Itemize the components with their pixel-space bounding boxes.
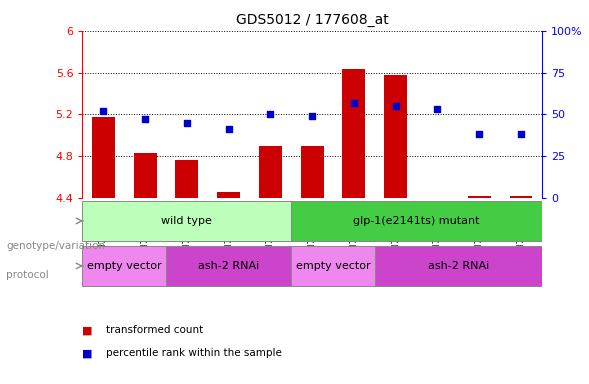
Bar xyxy=(384,74,407,198)
Point xyxy=(307,113,317,119)
Bar xyxy=(509,196,532,198)
Text: protocol: protocol xyxy=(6,270,49,280)
Point xyxy=(140,116,150,122)
Text: ash-2 RNAi: ash-2 RNAi xyxy=(198,261,259,271)
Bar xyxy=(82,246,166,286)
Bar xyxy=(92,118,115,198)
Bar xyxy=(342,70,365,198)
Bar xyxy=(292,201,542,241)
Point xyxy=(266,111,275,118)
Point xyxy=(475,131,484,137)
Bar xyxy=(82,201,292,241)
Bar xyxy=(259,146,282,198)
Title: GDS5012 / 177608_at: GDS5012 / 177608_at xyxy=(236,13,389,27)
Bar xyxy=(468,196,491,198)
Point xyxy=(98,108,108,114)
Bar xyxy=(217,192,240,198)
Text: transformed count: transformed count xyxy=(106,325,203,335)
Text: empty vector: empty vector xyxy=(296,261,370,271)
Point xyxy=(182,120,191,126)
Bar xyxy=(134,153,157,198)
Text: glp-1(e2141ts) mutant: glp-1(e2141ts) mutant xyxy=(353,216,480,226)
Bar xyxy=(300,146,323,198)
Text: percentile rank within the sample: percentile rank within the sample xyxy=(106,348,282,358)
Text: ash-2 RNAi: ash-2 RNAi xyxy=(428,261,489,271)
Text: ■: ■ xyxy=(82,348,93,358)
Point xyxy=(349,99,359,106)
Text: genotype/variation: genotype/variation xyxy=(6,241,105,251)
Text: ■: ■ xyxy=(82,325,93,335)
Bar xyxy=(375,246,542,286)
Point xyxy=(391,103,401,109)
Point xyxy=(224,126,233,132)
Bar xyxy=(292,246,375,286)
Point xyxy=(433,106,442,113)
Point xyxy=(517,131,526,137)
Text: wild type: wild type xyxy=(161,216,212,226)
Bar xyxy=(176,161,198,198)
Bar xyxy=(166,246,292,286)
Text: empty vector: empty vector xyxy=(87,261,161,271)
